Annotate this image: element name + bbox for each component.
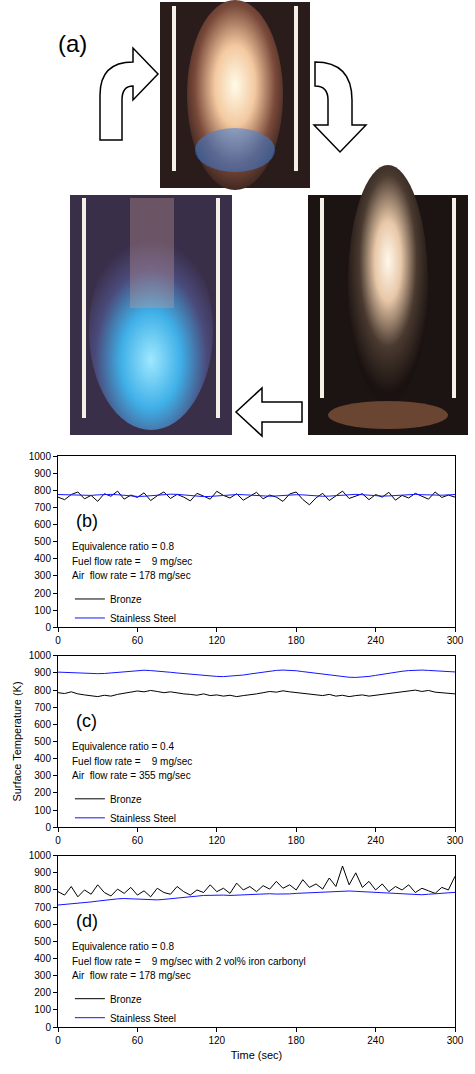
svg-text:Equivalence ratio = 0.8: Equivalence ratio = 0.8 — [72, 541, 174, 552]
svg-text:900: 900 — [34, 867, 51, 878]
svg-text:Stainless Steel: Stainless Steel — [110, 1013, 176, 1024]
svg-text:800: 800 — [34, 685, 51, 696]
svg-text:Equivalence ratio = 0.4: Equivalence ratio = 0.4 — [72, 741, 174, 752]
svg-text:180: 180 — [288, 635, 305, 646]
svg-text:500: 500 — [34, 536, 51, 547]
svg-text:Air flow rate = 178 mg/sec: Air flow rate = 178 mg/sec — [72, 570, 191, 581]
svg-text:0: 0 — [55, 1035, 61, 1046]
svg-text:60: 60 — [132, 635, 144, 646]
svg-text:0: 0 — [45, 622, 51, 633]
svg-text:Surface Temperature (K): Surface Temperature (K) — [11, 681, 23, 801]
svg-text:800: 800 — [34, 884, 51, 895]
svg-text:(b): (b) — [76, 511, 98, 531]
svg-text:0: 0 — [55, 835, 61, 846]
svg-text:Stainless Steel: Stainless Steel — [110, 613, 176, 624]
svg-text:60: 60 — [132, 835, 144, 846]
svg-text:240: 240 — [367, 1035, 384, 1046]
svg-text:600: 600 — [34, 519, 51, 530]
svg-text:600: 600 — [34, 919, 51, 930]
svg-text:800: 800 — [34, 485, 51, 496]
svg-text:120: 120 — [208, 835, 225, 846]
svg-text:0: 0 — [45, 822, 51, 833]
svg-text:Fuel flow rate = 9 mg/sec w: Fuel flow rate = 9 mg/sec with 2 vol% ir… — [72, 956, 306, 967]
svg-text:(a): (a) — [58, 30, 87, 57]
svg-text:240: 240 — [367, 635, 384, 646]
svg-text:500: 500 — [34, 936, 51, 947]
svg-text:200: 200 — [34, 787, 51, 798]
svg-text:Bronze: Bronze — [110, 994, 142, 1005]
svg-text:Air flow rate = 178 mg/sec: Air flow rate = 178 mg/sec — [72, 970, 191, 981]
svg-text:180: 180 — [288, 1035, 305, 1046]
svg-text:Fuel flow rate = 9 mg/sec: Fuel flow rate = 9 mg/sec — [72, 756, 192, 767]
svg-text:100: 100 — [34, 805, 51, 816]
svg-text:120: 120 — [208, 635, 225, 646]
svg-text:300: 300 — [447, 835, 464, 846]
svg-text:1000: 1000 — [29, 451, 52, 462]
svg-text:60: 60 — [132, 1035, 144, 1046]
svg-text:300: 300 — [34, 770, 51, 781]
svg-text:100: 100 — [34, 1004, 51, 1015]
svg-text:200: 200 — [34, 987, 51, 998]
svg-text:240: 240 — [367, 835, 384, 846]
svg-text:(d): (d) — [76, 911, 98, 931]
svg-text:400: 400 — [34, 953, 51, 964]
svg-text:200: 200 — [34, 588, 51, 599]
svg-text:Fuel flow rate = 9 mg/sec: Fuel flow rate = 9 mg/sec — [72, 556, 192, 567]
svg-text:300: 300 — [447, 635, 464, 646]
svg-text:1000: 1000 — [29, 650, 52, 661]
svg-text:700: 700 — [34, 902, 51, 913]
svg-text:180: 180 — [288, 835, 305, 846]
svg-text:Equivalence ratio = 0.8: Equivalence ratio = 0.8 — [72, 941, 174, 952]
svg-text:0: 0 — [55, 635, 61, 646]
svg-text:700: 700 — [34, 702, 51, 713]
svg-text:900: 900 — [34, 667, 51, 678]
svg-text:400: 400 — [34, 553, 51, 564]
svg-text:900: 900 — [34, 468, 51, 479]
svg-text:100: 100 — [34, 605, 51, 616]
svg-text:Air flow rate = 355 mg/sec: Air flow rate = 355 mg/sec — [72, 770, 191, 781]
svg-text:700: 700 — [34, 502, 51, 513]
svg-text:Bronze: Bronze — [110, 794, 142, 805]
svg-text:Bronze: Bronze — [110, 594, 142, 605]
svg-text:120: 120 — [208, 1035, 225, 1046]
svg-text:Stainless Steel: Stainless Steel — [110, 813, 176, 824]
svg-text:400: 400 — [34, 753, 51, 764]
svg-text:300: 300 — [447, 1035, 464, 1046]
svg-text:300: 300 — [34, 570, 51, 581]
svg-text:0: 0 — [45, 1022, 51, 1033]
svg-text:500: 500 — [34, 736, 51, 747]
svg-text:1000: 1000 — [29, 850, 52, 861]
svg-text:300: 300 — [34, 970, 51, 981]
svg-text:600: 600 — [34, 719, 51, 730]
svg-text:(c): (c) — [76, 711, 97, 731]
svg-text:Time (sec): Time (sec) — [231, 1049, 283, 1061]
